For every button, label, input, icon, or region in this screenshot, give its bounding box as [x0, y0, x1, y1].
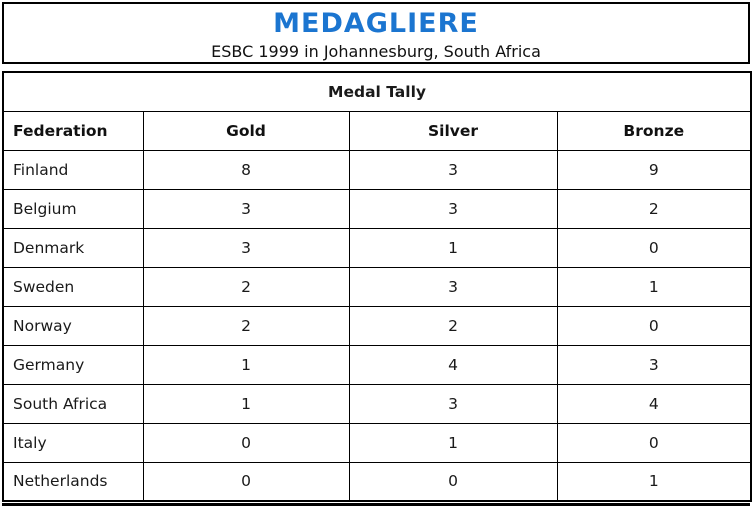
gold-cell: 1 [142, 344, 350, 385]
bronze-cell: 3 [556, 344, 752, 385]
federation-cell: Belgium [2, 188, 144, 229]
table-row: Belgium 3 3 2 [2, 188, 752, 229]
table-row: Denmark 3 1 0 [2, 227, 752, 268]
table-caption: Medal Tally [2, 71, 752, 112]
bronze-cell: 0 [556, 422, 752, 463]
gold-cell: 1 [142, 383, 350, 424]
column-header-bronze: Bronze [556, 110, 752, 151]
bronze-cell: 0 [556, 305, 752, 346]
federation-cell: Finland [2, 149, 144, 190]
bronze-cell: 4 [556, 383, 752, 424]
gold-cell: 3 [142, 188, 350, 229]
column-header-federation: Federation [2, 110, 144, 151]
silver-cell: 3 [348, 383, 558, 424]
medal-tally-table: Medal Tally Federation Gold Silver Bronz… [2, 71, 753, 502]
gold-cell: 2 [142, 266, 350, 307]
page-title: MEDAGLIERE [273, 8, 479, 39]
table-row: South Africa 1 3 4 [2, 383, 752, 424]
column-header-gold: Gold [142, 110, 350, 151]
gold-cell: 2 [142, 305, 350, 346]
table-row: Norway 2 2 0 [2, 305, 752, 346]
silver-cell: 1 [348, 227, 558, 268]
table-row: Sweden 2 3 1 [2, 266, 752, 307]
silver-cell: 3 [348, 266, 558, 307]
table-row: Italy 0 1 0 [2, 422, 752, 463]
silver-cell: 3 [348, 149, 558, 190]
gold-cell: 0 [142, 461, 350, 502]
silver-cell: 4 [348, 344, 558, 385]
bronze-cell: 1 [556, 266, 752, 307]
table-row: Netherlands 0 0 1 [2, 461, 752, 502]
federation-cell: South Africa [2, 383, 144, 424]
silver-cell: 2 [348, 305, 558, 346]
table-caption-row: Medal Tally [2, 71, 752, 112]
table-row: Finland 8 3 9 [2, 149, 752, 190]
gold-cell: 8 [142, 149, 350, 190]
page-subtitle: ESBC 1999 in Johannesburg, South Africa [211, 42, 541, 61]
silver-cell: 3 [348, 188, 558, 229]
table-header-row: Federation Gold Silver Bronze [2, 110, 752, 151]
table-row: Germany 1 4 3 [2, 344, 752, 385]
federation-cell: Netherlands [2, 461, 144, 502]
federation-cell: Italy [2, 422, 144, 463]
header-box: MEDAGLIERE ESBC 1999 in Johannesburg, So… [2, 2, 750, 64]
federation-cell: Denmark [2, 227, 144, 268]
bronze-cell: 9 [556, 149, 752, 190]
bronze-cell: 1 [556, 461, 752, 502]
bronze-cell: 0 [556, 227, 752, 268]
next-section-top-edge [2, 503, 750, 506]
gold-cell: 0 [142, 422, 350, 463]
column-header-silver: Silver [348, 110, 558, 151]
federation-cell: Norway [2, 305, 144, 346]
bronze-cell: 2 [556, 188, 752, 229]
federation-cell: Sweden [2, 266, 144, 307]
silver-cell: 0 [348, 461, 558, 502]
federation-cell: Germany [2, 344, 144, 385]
gold-cell: 3 [142, 227, 350, 268]
silver-cell: 1 [348, 422, 558, 463]
